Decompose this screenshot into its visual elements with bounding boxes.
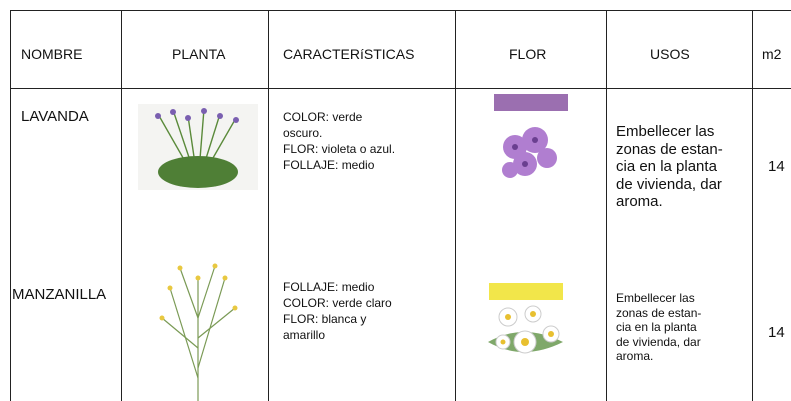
- table-border: [121, 10, 122, 401]
- text-line: de vivienda, dar: [616, 175, 722, 193]
- table-border: [10, 88, 791, 89]
- table-border: [268, 10, 269, 401]
- text-line: FOLLAJE: medio: [283, 280, 375, 294]
- text-line: FOLLAJE: medio: [283, 158, 375, 172]
- header-cell: NOMBRE: [21, 46, 83, 62]
- text-line: FLOR: blanca y: [283, 312, 367, 326]
- plant-image: [159, 263, 238, 401]
- text-line: FLOR: violeta o azul.: [283, 142, 396, 156]
- table-border: [752, 10, 753, 401]
- header-cell: m2: [762, 46, 782, 62]
- uses: Embellecer las zonas de estan-cia en la p…: [616, 291, 701, 364]
- text-line: amarillo: [283, 328, 326, 342]
- uses: Embellecer las zonas de estan-cia en la p…: [616, 123, 723, 211]
- area: 14: [768, 158, 785, 175]
- text-line: zonas de estan-: [616, 140, 723, 158]
- table-border: [606, 10, 607, 401]
- plant-image: [138, 104, 258, 190]
- text-line: de vivienda, dar: [616, 334, 701, 349]
- text-line: Embellecer las: [616, 291, 695, 305]
- header-cell: CARACTERíSTICAS: [283, 46, 415, 62]
- text-line: COLOR: verde: [283, 110, 363, 124]
- text-line: aroma.: [616, 193, 663, 210]
- text-line: oscuro.: [283, 126, 323, 140]
- text-line: cia en la planta: [616, 320, 697, 334]
- table-border: [455, 10, 456, 401]
- text-line: aroma.: [616, 349, 654, 363]
- header-cell: USOS: [650, 46, 690, 62]
- text-line: COLOR: verde claro: [283, 296, 392, 310]
- text-line: Embellecer las: [616, 123, 715, 140]
- table-border: [10, 10, 11, 401]
- text-line: zonas de estan-: [616, 305, 702, 320]
- color-swatch: [494, 94, 568, 111]
- flower-image: [502, 127, 557, 178]
- plant-name: LAVANDA: [21, 108, 89, 125]
- plant-name: MANZANILLA: [12, 286, 107, 303]
- text-line: cia en la planta: [616, 158, 717, 175]
- table-border: [10, 10, 791, 11]
- characteristics: FOLLAJE: medio COLOR: verde claro FLOR: bl…: [283, 279, 392, 343]
- area: 14: [768, 324, 785, 341]
- color-swatch: [489, 283, 563, 300]
- header-cell: PLANTA: [172, 46, 226, 62]
- header-cell: FLOR: [509, 46, 547, 62]
- flower-image: [488, 305, 563, 354]
- characteristics: COLOR: verde oscuro. FLOR: violeta o azul.…: [283, 109, 395, 173]
